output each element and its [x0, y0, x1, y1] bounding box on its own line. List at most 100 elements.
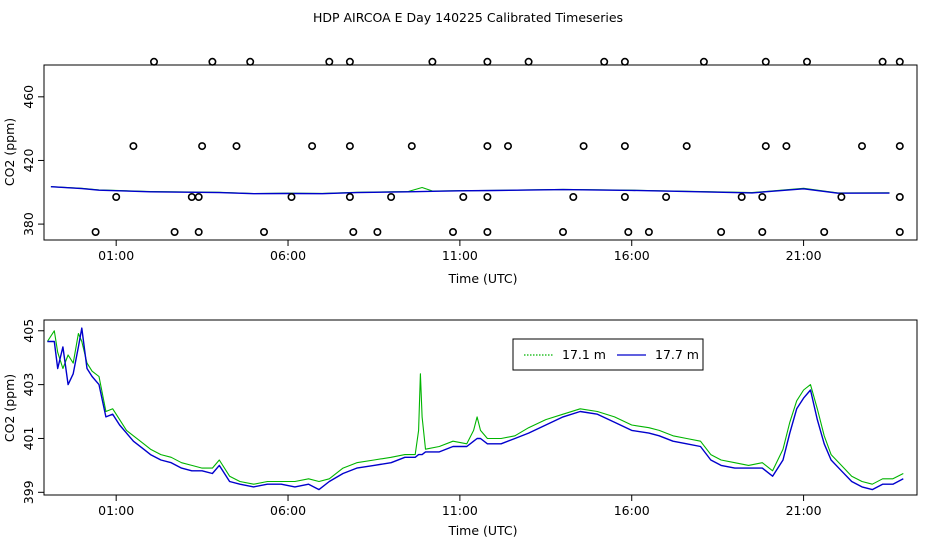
scatter-marker — [737, 193, 746, 202]
scatter-marker — [208, 57, 217, 66]
scatter-marker — [761, 57, 770, 66]
scatter-marker — [662, 193, 671, 202]
legend-box — [512, 338, 704, 371]
scatter-marker — [325, 57, 334, 66]
scatter-marker — [345, 57, 354, 66]
scatter-marker — [857, 142, 866, 151]
scatter-marker — [620, 193, 629, 202]
scatter-marker — [187, 193, 196, 202]
bottom-panel: 01:00 06:00 11:00 16:00 21:00 399 401 403 405 T… — [2, 319, 918, 538]
scatter-marker — [682, 142, 691, 151]
scatter-marker — [483, 142, 492, 151]
scatter-marker — [503, 142, 512, 151]
scatter-marker — [758, 228, 767, 237]
scatter-marker — [895, 228, 904, 237]
scatter-marker — [91, 228, 100, 237]
figure-title: HDP AIRCOA E Day 140225 Calibrated Times… — [313, 10, 623, 25]
scatter-marker — [620, 142, 629, 151]
top-series-lines — [50, 186, 890, 195]
scatter-marker — [569, 193, 578, 202]
scatter-marker — [758, 193, 767, 202]
scatter-marker — [878, 57, 887, 66]
bottom-x-tick-label: 01:00 — [98, 503, 134, 518]
scatter-marker — [895, 193, 904, 202]
bottom-x-axis-label: Time (UTC) — [447, 523, 517, 538]
top-y-axis-label: CO2 (ppm) — [2, 118, 17, 186]
bottom-y-axis: 399 401 403 405 — [21, 319, 44, 504]
top-panel: 01:00 06:00 11:00 16:00 21:00 380 420 460 Time… — [2, 57, 918, 286]
scatter-marker — [448, 228, 457, 237]
bottom-x-axis: 01:00 06:00 11:00 16:00 21:00 — [98, 495, 822, 518]
scatter-marker — [620, 57, 629, 66]
scatter-marker — [761, 142, 770, 151]
scatter-marker — [150, 57, 159, 66]
top-x-tick-label: 06:00 — [270, 248, 306, 263]
top-y-tick-label: 380 — [21, 212, 36, 236]
scatter-marker — [717, 228, 726, 237]
scatter-marker — [246, 57, 255, 66]
top-series-line-series-1 — [50, 186, 890, 195]
scatter-marker — [129, 142, 138, 151]
top-x-tick-label: 01:00 — [98, 248, 134, 263]
scatter-marker — [170, 228, 179, 237]
scatter-marker — [483, 57, 492, 66]
scatter-marker — [782, 142, 791, 151]
scatter-marker — [198, 142, 207, 151]
scatter-marker — [349, 228, 358, 237]
top-x-axis-label: Time (UTC) — [447, 271, 517, 286]
legend-label-17-7m: 17.7 m — [655, 347, 699, 362]
bottom-plot-frame — [43, 319, 918, 496]
bottom-x-tick-label: 06:00 — [270, 503, 306, 518]
scatter-marker — [820, 228, 829, 237]
scatter-marker — [387, 193, 396, 202]
top-y-axis: 380 420 460 — [21, 85, 44, 236]
bottom-x-tick-label: 11:00 — [442, 503, 478, 518]
scatter-marker — [558, 228, 567, 237]
scatter-marker — [459, 193, 468, 202]
bottom-y-tick-label: 399 — [21, 480, 36, 504]
scatter-marker — [483, 193, 492, 202]
scatter-marker — [837, 193, 846, 202]
legend: 17.1 m 17.7 m — [512, 338, 704, 371]
scatter-marker — [373, 228, 382, 237]
bottom-series-line-17-1-m — [46, 330, 904, 485]
top-y-tick-label: 460 — [21, 85, 36, 109]
scatter-marker — [644, 228, 653, 237]
bottom-y-tick-label: 405 — [21, 319, 36, 343]
top-x-tick-label: 21:00 — [786, 248, 822, 263]
scatter-marker — [802, 57, 811, 66]
legend-label-17-1m: 17.1 m — [562, 347, 606, 362]
bottom-y-axis-label: CO2 (ppm) — [2, 374, 17, 442]
scatter-marker — [428, 57, 437, 66]
top-x-tick-label: 16:00 — [614, 248, 650, 263]
bottom-x-tick-label: 21:00 — [786, 503, 822, 518]
scatter-marker — [624, 228, 633, 237]
scatter-marker — [699, 57, 708, 66]
scatter-marker — [345, 142, 354, 151]
scatter-marker — [308, 142, 317, 151]
scatter-marker — [194, 228, 203, 237]
scatter-marker — [483, 228, 492, 237]
bottom-x-tick-label: 16:00 — [614, 503, 650, 518]
scatter-marker — [407, 142, 416, 151]
top-x-tick-label: 11:00 — [442, 248, 478, 263]
top-plot-frame — [43, 64, 918, 241]
bottom-series-line-17-7-m — [47, 327, 904, 491]
scatter-marker — [345, 193, 354, 202]
scatter-marker — [259, 228, 268, 237]
scatter-marker — [895, 57, 904, 66]
scatter-marker — [579, 142, 588, 151]
top-scatter-markers — [91, 57, 904, 237]
scatter-marker — [600, 57, 609, 66]
bottom-series-lines — [46, 327, 904, 491]
scatter-marker — [895, 142, 904, 151]
scatter-marker — [194, 193, 203, 202]
top-x-axis: 01:00 06:00 11:00 16:00 21:00 — [98, 240, 822, 263]
top-y-tick-label: 420 — [21, 148, 36, 172]
scatter-marker — [112, 193, 121, 202]
bottom-y-tick-label: 403 — [21, 373, 36, 397]
bottom-y-tick-label: 401 — [21, 427, 36, 451]
scatter-marker — [287, 193, 296, 202]
scatter-marker — [232, 142, 241, 151]
